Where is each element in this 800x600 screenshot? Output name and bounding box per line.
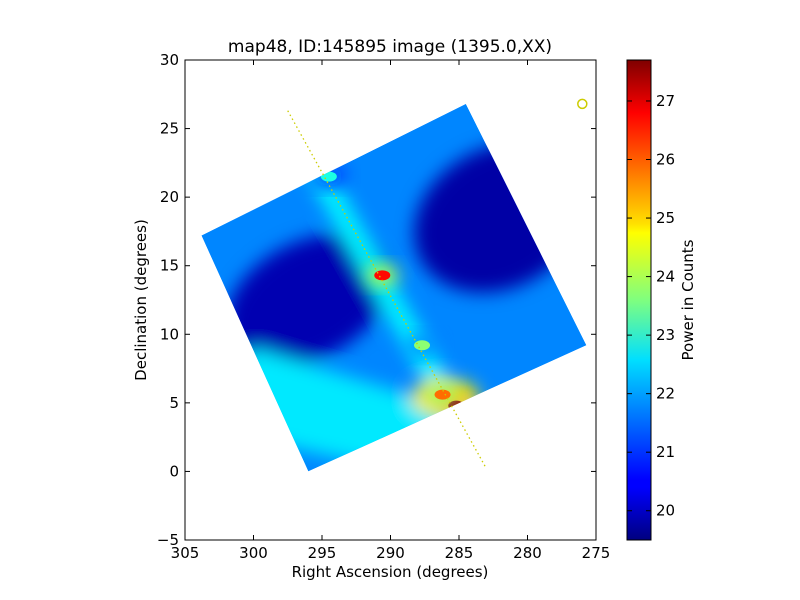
heatmap-region <box>201 98 588 472</box>
y-tick-label: 30 <box>160 51 179 69</box>
y-tick-label: 20 <box>160 188 179 206</box>
source-marker <box>577 98 588 110</box>
y-tick-label: 0 <box>169 462 179 480</box>
chart-title: map48, ID:145895 image (1395.0,XX) <box>228 37 552 57</box>
y-tick-label: 15 <box>160 257 179 275</box>
colorbar-tick-label: 22 <box>656 385 675 403</box>
hotspot <box>366 265 399 286</box>
colorbar-tick-label: 27 <box>656 92 675 110</box>
hotspot <box>426 384 459 405</box>
galactic-plane-line <box>287 110 487 470</box>
hotspot-core <box>434 389 451 400</box>
map-body <box>201 103 587 472</box>
colorbar-tick-label: 23 <box>656 326 675 344</box>
y-tick-label: 25 <box>160 120 179 138</box>
map-lobe-west <box>225 234 391 366</box>
x-tick-label: 285 <box>445 544 474 562</box>
hotspot <box>312 166 345 187</box>
hotspot-core <box>414 340 431 351</box>
hotspot-core <box>374 270 391 281</box>
x-tick-label: 300 <box>239 544 268 562</box>
colorbar-gradient <box>626 59 652 541</box>
hotspot <box>406 335 439 356</box>
x-tick-label: 290 <box>376 544 405 562</box>
colorbar-tick-label: 21 <box>656 443 675 461</box>
hotspot-core <box>320 171 337 182</box>
x-tick-label: 305 <box>171 544 200 562</box>
y-tick-label: 5 <box>169 394 179 412</box>
y-axis: −5 0 5 10 15 20 25 30 <box>157 51 596 549</box>
colorbar-label: Power in Counts <box>679 239 697 360</box>
x-tick-label: 295 <box>308 544 337 562</box>
colorbar-tick-label: 20 <box>656 502 675 520</box>
colorbar-tick-label: 26 <box>656 151 675 169</box>
y-tick-label: 10 <box>160 325 179 343</box>
x-axis-label: Right Ascension (degrees) <box>292 563 489 581</box>
colorbar-tick-label: 25 <box>656 209 675 227</box>
y-tick-label: −5 <box>157 531 179 549</box>
x-tick-label: 275 <box>582 544 611 562</box>
x-tick-label: 280 <box>513 544 542 562</box>
colorbar-tick-label: 24 <box>656 268 675 286</box>
colorbar-ticks: 20 21 22 23 24 25 26 27 <box>627 92 675 520</box>
x-axis: 305 300 295 290 285 280 275 <box>171 60 611 562</box>
colorbar: 20 21 22 23 24 25 26 27 Power in Counts <box>626 59 697 541</box>
y-axis-label: Declination (degrees) <box>132 219 150 381</box>
